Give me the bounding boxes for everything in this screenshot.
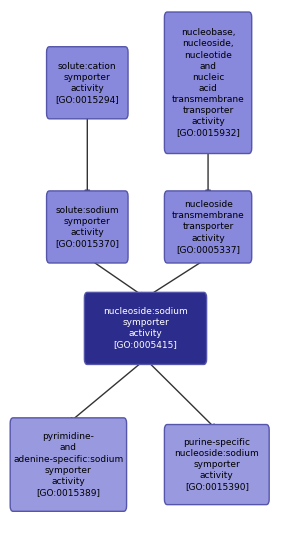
FancyBboxPatch shape: [164, 12, 252, 154]
Text: pyrimidine-
and
adenine-specific:sodium
symporter
activity
[GO:0015389]: pyrimidine- and adenine-specific:sodium …: [13, 433, 123, 497]
FancyBboxPatch shape: [47, 47, 128, 119]
FancyBboxPatch shape: [47, 191, 128, 263]
Text: purine-specific
nucleoside:sodium
symporter
activity
[GO:0015390]: purine-specific nucleoside:sodium sympor…: [174, 438, 259, 491]
FancyBboxPatch shape: [84, 292, 207, 364]
Text: nucleobase,
nucleoside,
nucleotide
and
nucleic
acid
transmembrane
transporter
ac: nucleobase, nucleoside, nucleotide and n…: [172, 28, 244, 137]
Text: nucleoside
transmembrane
transporter
activity
[GO:0005337]: nucleoside transmembrane transporter act…: [172, 200, 244, 254]
FancyBboxPatch shape: [10, 418, 127, 512]
Text: solute:sodium
symporter
activity
[GO:0015370]: solute:sodium symporter activity [GO:001…: [55, 206, 119, 248]
FancyBboxPatch shape: [164, 425, 269, 505]
FancyBboxPatch shape: [164, 191, 252, 263]
Text: nucleoside:sodium
symporter
activity
[GO:0005415]: nucleoside:sodium symporter activity [GO…: [103, 307, 188, 350]
Text: solute:cation
symporter
activity
[GO:0015294]: solute:cation symporter activity [GO:001…: [55, 61, 119, 104]
